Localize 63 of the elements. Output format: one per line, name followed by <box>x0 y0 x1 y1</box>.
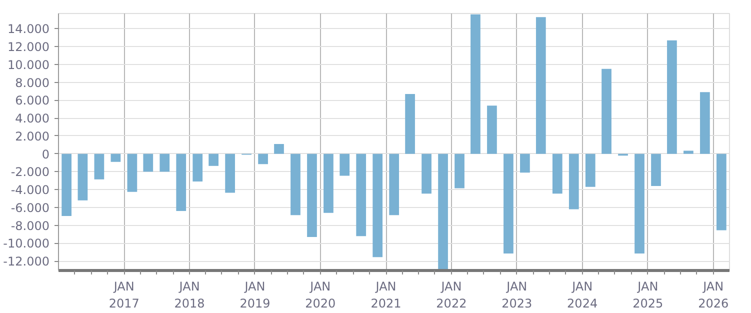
bar <box>62 154 72 216</box>
x-tick-label: JAN 2020 <box>305 280 336 310</box>
bar <box>94 154 104 180</box>
bar <box>454 154 464 188</box>
y-tick-label: 6.000 <box>15 94 50 108</box>
x-tick-label: JAN 2017 <box>108 280 140 310</box>
y-tick-label: 0 <box>42 147 50 162</box>
bar <box>716 154 726 230</box>
y-tick-label: -4.000 <box>10 183 50 198</box>
y-tick-label: 2.000 <box>15 129 50 144</box>
bar <box>684 150 694 154</box>
bar <box>176 154 186 212</box>
x-tick-label: JAN 2023 <box>502 280 532 310</box>
bar <box>356 154 366 236</box>
bar <box>667 40 677 154</box>
y-tick-label: 10.000 <box>8 58 50 72</box>
x-tick-label: JAN 2018 <box>174 280 205 310</box>
bar <box>585 154 596 187</box>
x-tick-label: JAN 2025 <box>632 280 664 310</box>
bar <box>192 154 203 182</box>
bar <box>225 154 235 193</box>
x-tick-label: JAN 2022 <box>436 280 467 310</box>
bar <box>405 94 415 154</box>
bar <box>78 154 88 200</box>
bar <box>143 154 154 172</box>
bar <box>438 154 448 270</box>
y-tick-label: -10.000 <box>3 236 50 251</box>
bar <box>274 144 284 154</box>
bar <box>651 154 661 186</box>
bar <box>208 154 218 166</box>
y-tick-label: -2.000 <box>10 165 50 180</box>
bar <box>110 154 121 162</box>
bar <box>324 154 334 213</box>
y-tick-label: 8.000 <box>15 76 50 90</box>
bar <box>389 154 400 216</box>
bar <box>602 68 612 154</box>
bar <box>340 154 350 176</box>
bar <box>504 154 514 254</box>
bar <box>470 14 480 154</box>
bar <box>634 154 644 254</box>
x-tick-label: JAN 2019 <box>240 280 270 310</box>
y-tick-label: 14.000 <box>8 22 50 36</box>
bar <box>700 92 710 154</box>
y-tick-label: 4.000 <box>15 112 50 126</box>
bar <box>536 17 546 154</box>
x-tick-label: JAN 2024 <box>567 280 598 310</box>
bar <box>552 154 562 194</box>
y-tick-label: -8.000 <box>10 218 50 233</box>
x-tick-label: JAN 2026 <box>698 280 729 310</box>
bar <box>160 154 170 172</box>
bar <box>568 154 579 210</box>
bar <box>258 154 268 164</box>
bar <box>487 106 497 154</box>
x-tick-label: JAN 2021 <box>370 280 402 310</box>
y-tick-label: 12.000 <box>8 40 50 54</box>
bar <box>127 154 138 192</box>
bar <box>290 154 300 216</box>
y-tick-label: -12.000 <box>3 254 50 269</box>
bar <box>307 154 317 237</box>
y-tick-label: -6.000 <box>10 200 50 215</box>
bar <box>520 154 530 173</box>
bar <box>372 154 383 258</box>
bar <box>422 154 432 194</box>
